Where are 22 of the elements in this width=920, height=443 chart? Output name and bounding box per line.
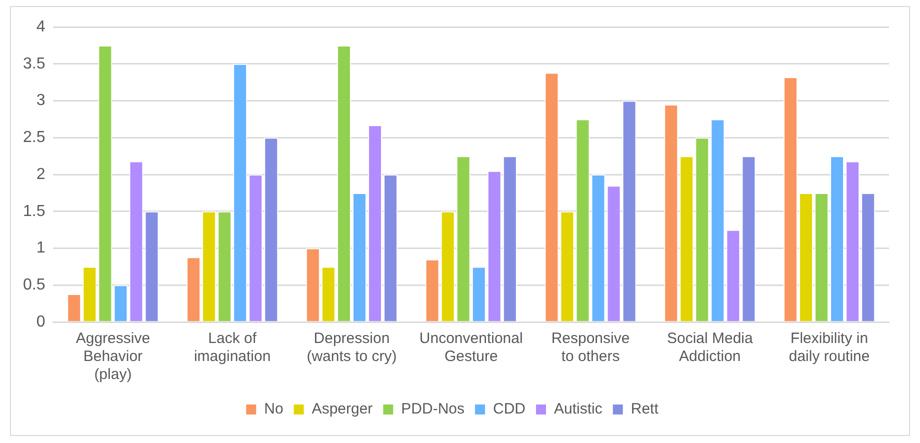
y-tick-label: 0 bbox=[36, 313, 46, 330]
y-tick-label: 1 bbox=[36, 240, 46, 257]
x-tick-label: Unconventional Gesture bbox=[419, 330, 523, 366]
y-tick-label: 1.5 bbox=[22, 202, 46, 220]
y-tick-label: 3.5 bbox=[22, 55, 46, 72]
legend-label: Rett bbox=[630, 400, 660, 418]
x-tick-label: Depression (wants to cry) bbox=[306, 330, 397, 366]
x-tick-label: Social Media Addiction bbox=[666, 330, 754, 366]
y-tick-label: 0.5 bbox=[22, 276, 46, 294]
x-tick-label: Flexibility in daily routine bbox=[788, 330, 870, 366]
legend-label: Autistic bbox=[554, 400, 603, 418]
x-tick-label: Lack of imagination bbox=[194, 330, 271, 366]
legend-label: CDD bbox=[493, 400, 526, 418]
y-tick-label: 2.5 bbox=[22, 129, 46, 146]
x-tick-label: Responsive to others bbox=[551, 330, 630, 366]
legend-label: No bbox=[264, 400, 284, 418]
legend-label: Asperger bbox=[312, 400, 373, 418]
legend-label: PDD-Nos bbox=[401, 400, 465, 418]
y-tick-label: 4 bbox=[36, 18, 46, 36]
x-tick-label: Aggressive Behavior (play) bbox=[76, 330, 150, 384]
y-tick-label: 3 bbox=[36, 92, 46, 110]
y-tick-label: 2 bbox=[36, 166, 46, 183]
